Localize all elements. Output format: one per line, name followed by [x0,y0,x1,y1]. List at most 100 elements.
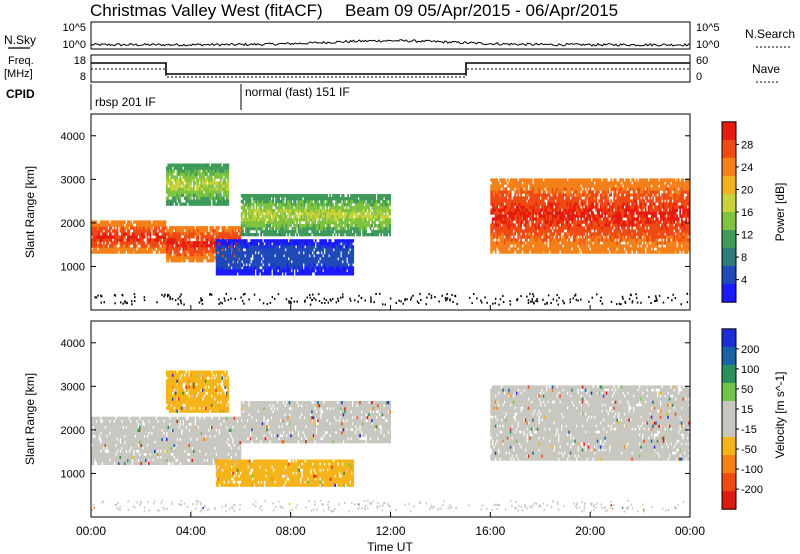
heatmap-cell [290,221,292,225]
heatmap-cell [563,244,566,248]
heatmap-cell [242,200,245,204]
heatmap-cell [180,256,183,260]
heatmap-cell [324,218,327,222]
heatmap-cell [245,266,248,270]
heatmap-cell [263,215,265,219]
heatmap-cell [389,200,391,204]
heatmap-cell [170,232,173,236]
heatmap-cell [371,233,373,237]
heatmap-cell [349,254,352,258]
heatmap-cell [341,248,344,252]
heatmap-cell [207,181,210,185]
heatmap-cell [148,247,150,251]
heatmap-cell [380,203,382,207]
heatmap-cell [557,196,560,200]
heatmap-cell [212,166,215,170]
heatmap-cell [380,212,382,216]
heatmap-cell [148,229,150,233]
heatmap-cell [348,200,351,204]
heatmap-cell [497,220,500,224]
heatmap-cell [101,247,104,251]
heatmap-cell [530,226,533,230]
heatmap-cell [191,169,194,173]
heatmap-cell [545,220,548,224]
heatmap-cell [527,241,530,245]
heatmap-cell [186,247,189,251]
heatmap-cell [293,200,295,204]
heatmap-cell [346,248,349,252]
heatmap-cell [328,248,331,252]
heatmap-cell [496,217,499,221]
heatmap-cell [496,205,499,209]
heatmap-cell [293,266,296,270]
heatmap-cell [204,235,207,239]
heatmap-cell [230,247,233,251]
nsky-right-tick-top: 10^5 [696,22,720,34]
heatmap-cell [158,238,161,242]
heatmap-cell [245,209,247,213]
heatmap-cell [344,203,346,207]
heatmap-cell [254,242,257,246]
heatmap-cell [215,269,218,273]
heatmap-cell [345,212,348,216]
heatmap-cell [291,233,294,237]
heatmap-cell [263,263,266,267]
heatmap-cell [116,223,119,227]
heatmap-cell [109,232,111,236]
heatmap-cell [95,241,98,245]
heatmap-cell [185,250,188,254]
heatmap-cell [246,194,249,198]
heatmap-cell [173,184,176,188]
heatmap-cell [329,239,332,243]
heatmap-cell [518,241,521,245]
heatmap-cell [362,200,364,204]
heatmap-cell [257,266,260,270]
heatmap-cell [170,187,173,191]
heatmap-cell [189,181,192,185]
heatmap-cell [335,209,337,213]
heatmap-cell [539,241,542,245]
heatmap-cell [539,199,542,203]
heatmap-cell [185,175,188,179]
heatmap-cell [560,250,563,254]
heatmap-cell [544,235,547,239]
heatmap-cell [149,229,152,233]
heatmap-cell [554,178,557,182]
heatmap-cell [174,178,177,182]
heatmap-cell [563,223,566,227]
heatmap-cell [514,184,517,188]
heatmap-cell [311,260,314,264]
heatmap-cell [337,239,340,243]
heatmap-cell [192,166,195,170]
heatmap-cell [233,235,236,239]
heatmap-cell [194,169,197,173]
heatmap-cell [363,200,366,204]
heatmap-cell [366,194,369,198]
heatmap-cell [548,181,551,185]
heatmap-cell [244,251,247,255]
heatmap-cell [124,250,126,254]
heatmap-cell [245,248,248,252]
heatmap-cell [255,224,258,228]
heatmap-cell [387,227,390,231]
heatmap-cell [494,208,497,212]
heatmap-cell [177,232,180,236]
heatmap-cell [333,212,336,216]
heatmap-cell [329,257,332,261]
heatmap-cell [229,254,232,258]
heatmap-cell [209,259,212,263]
heatmap-cell [502,217,505,221]
heatmap-cell [253,245,256,249]
heatmap-cell [194,193,197,197]
heatmap-cell [493,226,496,230]
heatmap-cell [210,181,213,185]
heatmap-cell [514,238,517,242]
heatmap-cell [140,247,143,251]
heatmap-cell [269,233,271,237]
heatmap-cell [496,226,499,230]
heatmap-cell [185,166,188,170]
heatmap-cell [258,212,261,216]
heatmap-cell [248,203,250,207]
heatmap-cell [533,238,536,242]
heatmap-cell [317,245,320,249]
